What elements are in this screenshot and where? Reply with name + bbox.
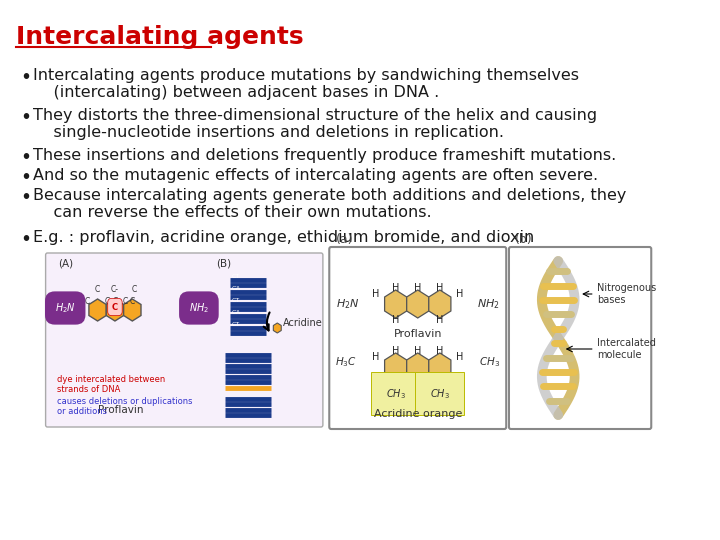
Text: They distorts the three-dimensional structure of the helix and causing
    singl: They distorts the three-dimensional stru… <box>33 108 597 140</box>
Text: (b): (b) <box>516 233 533 246</box>
Text: These insertions and deletions frequently produce frameshift mutations.: These insertions and deletions frequentl… <box>33 148 616 163</box>
Text: •: • <box>20 168 31 187</box>
FancyBboxPatch shape <box>509 247 652 429</box>
Polygon shape <box>384 290 407 318</box>
Text: (B): (B) <box>216 259 231 269</box>
Text: H: H <box>456 289 464 299</box>
Text: H: H <box>436 283 444 293</box>
Text: Proflavin: Proflavin <box>394 329 442 339</box>
Text: H: H <box>414 283 421 293</box>
Polygon shape <box>107 299 124 321</box>
Text: •: • <box>20 68 31 87</box>
Text: $H_2N$: $H_2N$ <box>55 301 76 315</box>
Text: •: • <box>20 230 31 249</box>
Text: C: C <box>112 296 117 306</box>
Polygon shape <box>89 299 107 321</box>
Text: •: • <box>20 108 31 127</box>
Text: CT: CT <box>232 322 240 327</box>
Text: $CH_3$: $CH_3$ <box>386 387 405 401</box>
Polygon shape <box>429 290 451 318</box>
Text: And so the mutagenic effects of intercalating agents are often severe.: And so the mutagenic effects of intercal… <box>33 168 598 183</box>
Text: C: C <box>105 296 110 306</box>
Text: H: H <box>392 346 400 356</box>
Text: $NH_2$: $NH_2$ <box>189 301 209 315</box>
Text: C: C <box>112 302 118 312</box>
Text: GA: GA <box>232 286 240 291</box>
Text: Intercalating agents produce mutations by sandwiching themselves
    (intercalat: Intercalating agents produce mutations b… <box>33 68 579 100</box>
Text: H: H <box>456 352 464 362</box>
Text: dye intercalated between
strands of DNA: dye intercalated between strands of DNA <box>57 375 165 394</box>
Text: $CH_3$: $CH_3$ <box>480 355 500 369</box>
Text: H: H <box>372 352 379 362</box>
Polygon shape <box>384 353 407 381</box>
Text: C-: C- <box>111 285 119 294</box>
Text: Intercalating agents: Intercalating agents <box>17 25 304 49</box>
Text: CT: CT <box>232 298 240 303</box>
Text: $H_2N$: $H_2N$ <box>336 297 359 311</box>
Text: $NH_2$: $NH_2$ <box>477 297 500 311</box>
Text: C: C <box>130 296 135 306</box>
Polygon shape <box>124 299 141 321</box>
Text: (a): (a) <box>336 233 353 246</box>
FancyBboxPatch shape <box>329 247 506 429</box>
Text: •: • <box>20 148 31 167</box>
Text: H: H <box>414 346 421 356</box>
Text: Because intercalating agents generate both additions and deletions, they
    can: Because intercalating agents generate bo… <box>33 188 626 220</box>
Text: Proflavin: Proflavin <box>98 405 143 415</box>
Text: H: H <box>392 315 400 325</box>
Text: Nitrogenous
bases: Nitrogenous bases <box>598 283 657 305</box>
Text: $CH_3$: $CH_3$ <box>430 387 450 401</box>
Text: (A): (A) <box>58 259 73 269</box>
Text: Acridine orange: Acridine orange <box>374 409 462 419</box>
Text: causes deletions or duplications
or additions: causes deletions or duplications or addi… <box>57 397 192 416</box>
Text: Intercalated
molecule: Intercalated molecule <box>598 338 657 360</box>
Polygon shape <box>429 353 451 381</box>
Text: H: H <box>392 283 400 293</box>
Text: Acridine: Acridine <box>283 318 323 328</box>
Text: C: C <box>122 296 127 306</box>
Text: H: H <box>372 289 379 299</box>
Text: C: C <box>132 285 137 294</box>
Polygon shape <box>407 353 429 381</box>
Polygon shape <box>274 323 282 333</box>
Text: C: C <box>85 296 90 306</box>
Text: C: C <box>95 285 100 294</box>
Polygon shape <box>407 290 429 318</box>
Text: H: H <box>436 315 444 325</box>
Text: •: • <box>20 188 31 207</box>
FancyBboxPatch shape <box>45 253 323 427</box>
Text: CT: CT <box>232 274 240 279</box>
Text: H: H <box>436 346 444 356</box>
Text: E.g. : proflavin, acridine orange, ethidium bromide, and dioxin: E.g. : proflavin, acridine orange, ethid… <box>33 230 534 245</box>
Text: GA: GA <box>232 310 240 315</box>
Text: $H_3C$: $H_3C$ <box>335 355 356 369</box>
